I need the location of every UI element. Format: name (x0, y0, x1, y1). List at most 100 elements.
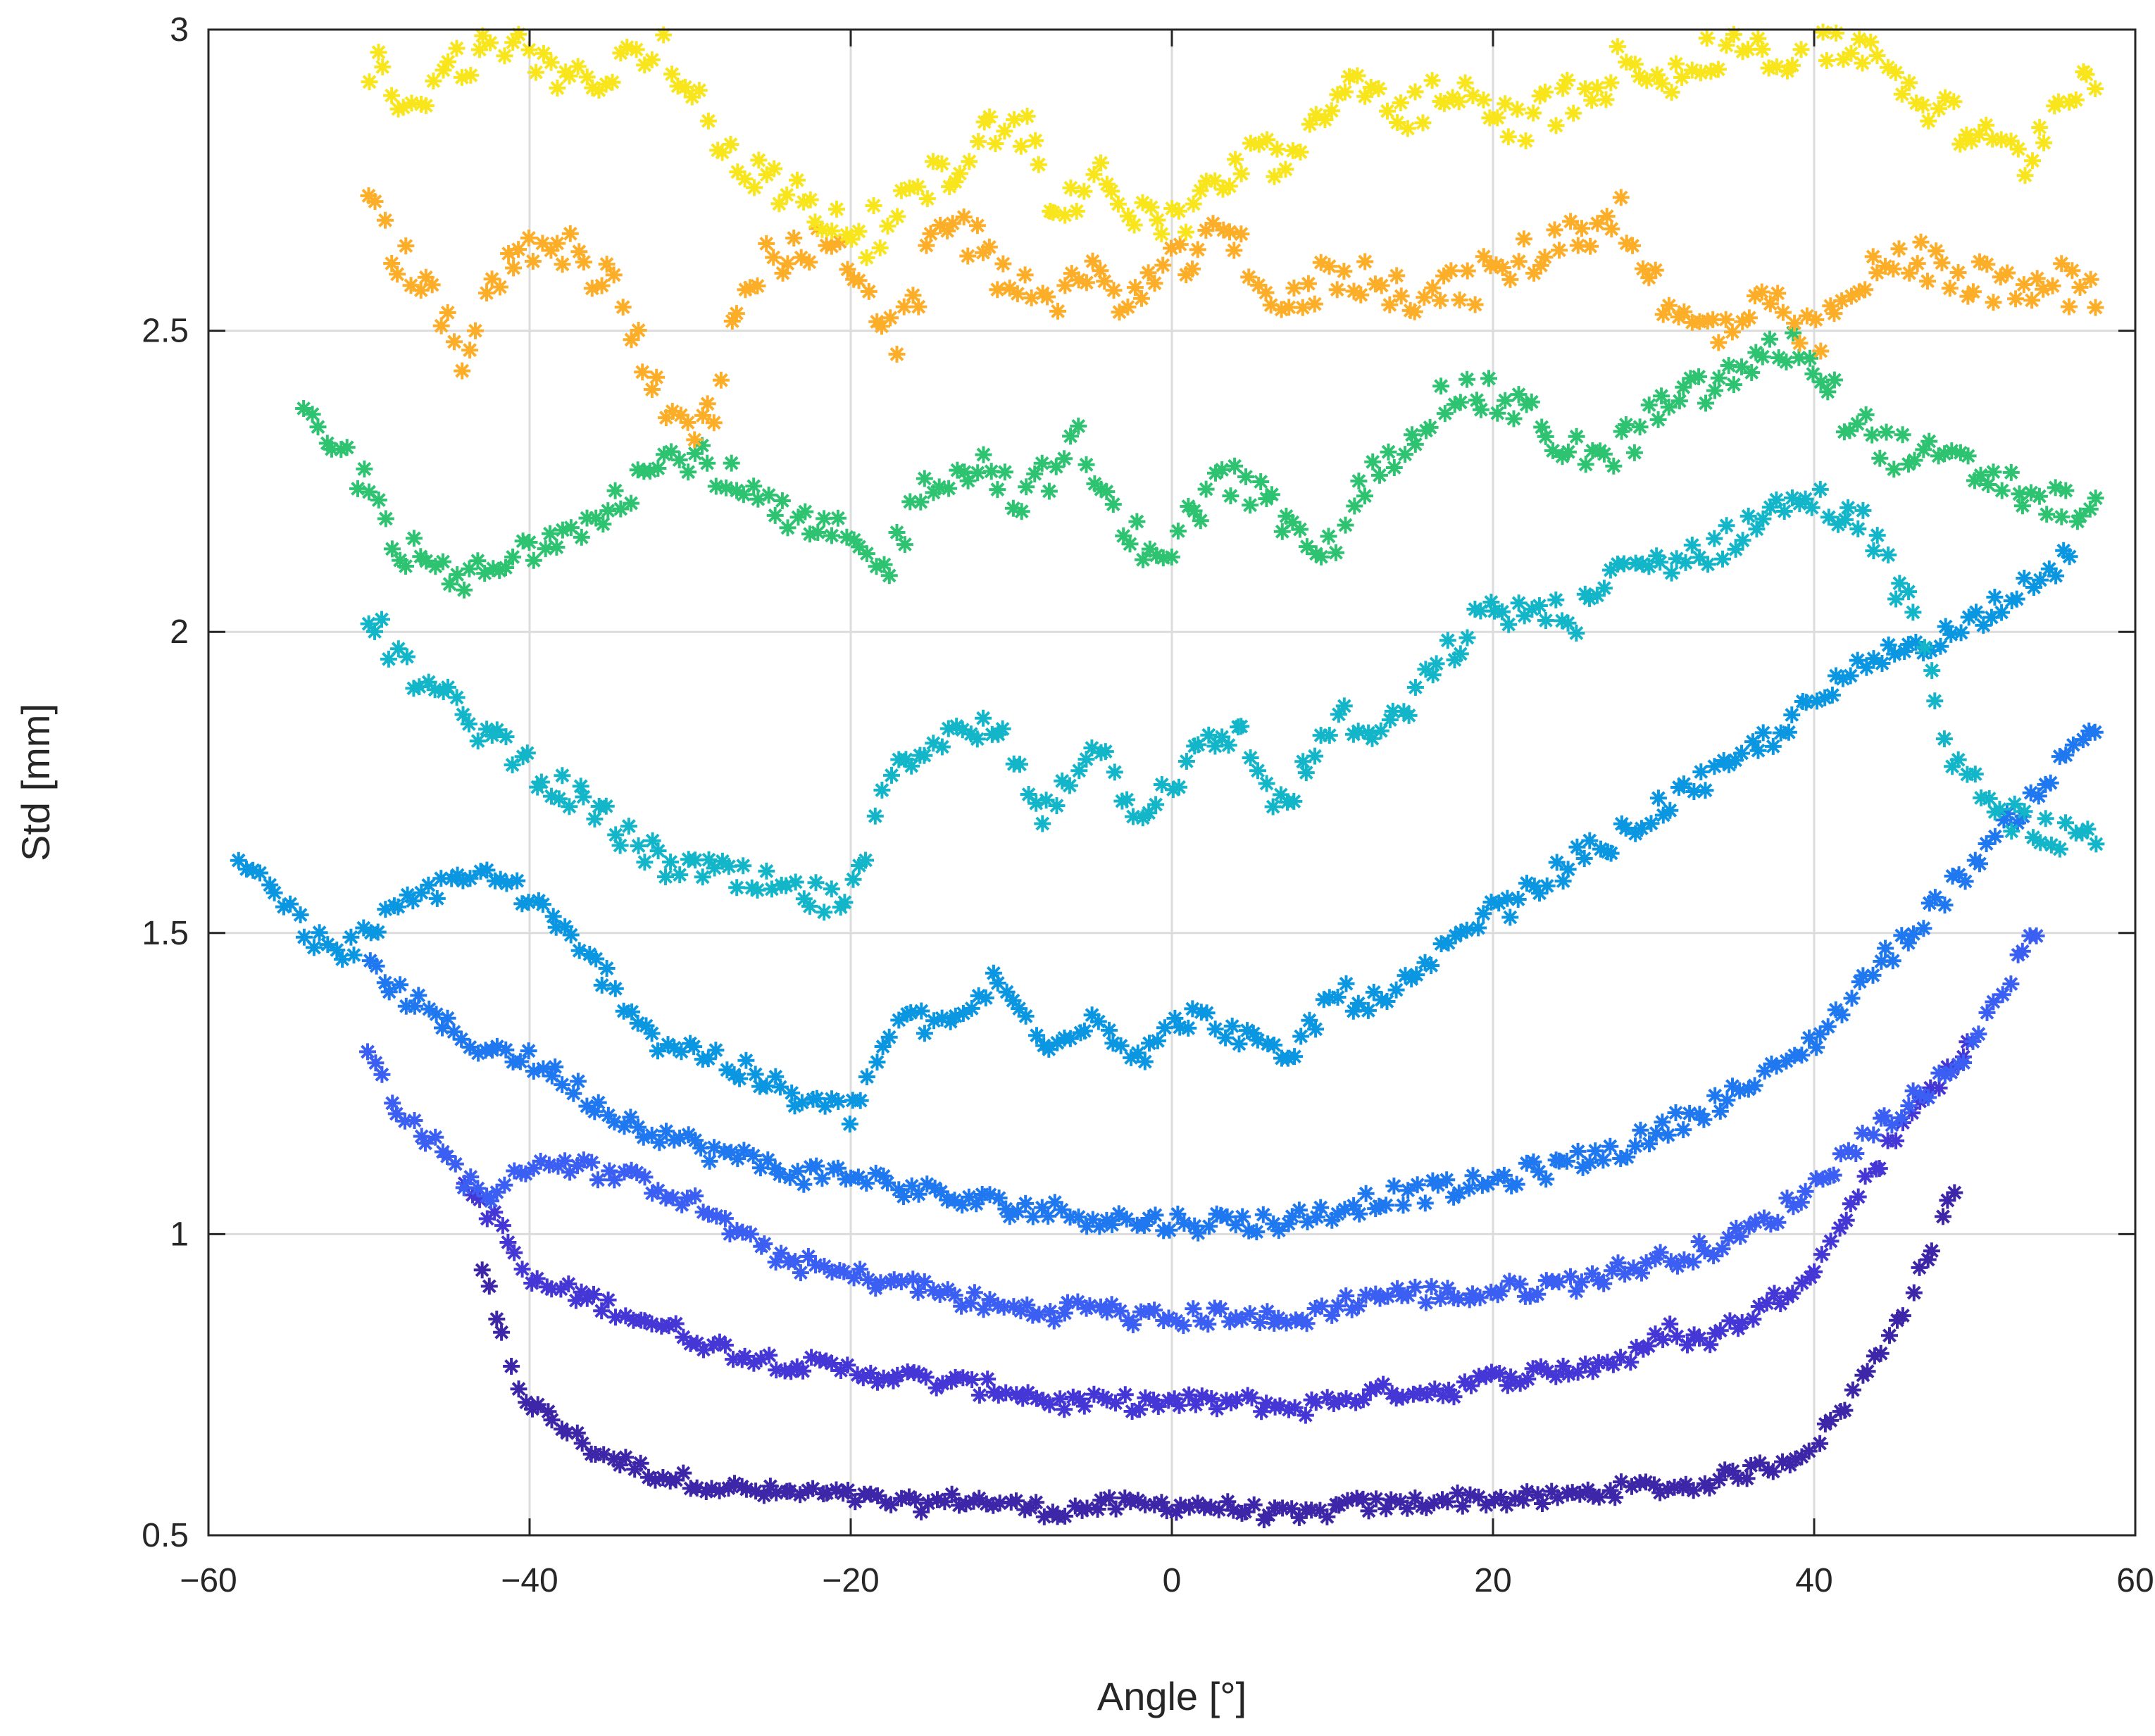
data-point (1825, 371, 1843, 389)
data-point (1525, 264, 1543, 282)
data-point (954, 1369, 972, 1387)
data-point (510, 25, 527, 43)
data-point (1356, 253, 1374, 270)
data-point (692, 1139, 710, 1157)
data-point (1218, 1208, 1236, 1225)
data-point (1747, 287, 1763, 305)
data-point (1201, 1218, 1218, 1235)
data-point (1406, 435, 1424, 453)
data-point (1695, 1111, 1713, 1128)
data-point (420, 1000, 438, 1018)
data-point (1035, 1508, 1053, 1525)
data-point (1894, 426, 1911, 444)
data-point (636, 56, 654, 74)
data-point (569, 58, 587, 75)
data-point (1491, 1365, 1508, 1382)
data-point (1155, 1312, 1173, 1329)
data-point (1547, 1368, 1565, 1385)
data-point (789, 508, 807, 526)
data-point (1135, 551, 1151, 568)
data-point (406, 1112, 423, 1129)
data-point (1836, 511, 1854, 528)
data-point (1075, 1397, 1093, 1415)
data-point (735, 857, 752, 875)
data-point (1581, 832, 1599, 849)
data-point (1919, 273, 1936, 290)
data-point (1136, 1053, 1154, 1070)
data-point (292, 906, 309, 923)
data-point (1980, 789, 1998, 807)
data-point (946, 1287, 963, 1304)
data-point (2053, 508, 2070, 525)
data-point (1991, 801, 2009, 818)
data-point (506, 1244, 523, 1261)
data-point (699, 1050, 717, 1068)
data-point (1960, 608, 1978, 626)
data-point (1356, 487, 1373, 505)
data-point (1070, 418, 1087, 435)
data-point (1066, 1497, 1084, 1515)
data-point (1985, 993, 2002, 1011)
data-point (779, 255, 797, 273)
data-point (646, 1471, 664, 1489)
data-point (1227, 1216, 1244, 1234)
data-point (932, 216, 949, 234)
data-point (504, 34, 522, 51)
data-point (1329, 86, 1347, 104)
data-point (1837, 1211, 1855, 1229)
data-point (879, 1174, 896, 1192)
data-point (1654, 1113, 1671, 1131)
data-point (1439, 1493, 1456, 1511)
data-point (2087, 299, 2104, 316)
data-point (2061, 94, 2078, 111)
data-point (1937, 89, 1954, 106)
data-point (1241, 1305, 1258, 1323)
data-point (528, 1270, 546, 1287)
data-point (767, 1068, 785, 1085)
data-point (1502, 1368, 1520, 1386)
data-point (1148, 547, 1166, 564)
data-point (1312, 254, 1330, 271)
data-point (1228, 1391, 1246, 1409)
data-point (737, 281, 754, 299)
data-point (1104, 1035, 1122, 1052)
data-point (1063, 265, 1080, 282)
data-point (1809, 692, 1825, 710)
x-tick-label: −40 (501, 1562, 558, 1599)
data-point (1035, 1392, 1052, 1409)
data-point (1754, 348, 1771, 366)
data-point (2023, 484, 2040, 501)
data-point (1916, 639, 1933, 656)
data-point (1949, 1056, 1967, 1073)
data-point (1811, 480, 1829, 498)
data-point (605, 1450, 623, 1468)
data-point (607, 1309, 624, 1326)
data-point (1354, 1490, 1372, 1508)
data-point (2025, 829, 2042, 847)
data-point (441, 575, 458, 593)
data-point (1774, 304, 1792, 321)
data-point (666, 1131, 683, 1149)
data-point (1297, 1406, 1314, 1424)
data-point (1351, 1205, 1368, 1223)
data-point (998, 983, 1016, 1001)
data-point (1378, 993, 1396, 1010)
data-point (968, 217, 986, 235)
data-point (1221, 223, 1238, 241)
data-point (910, 298, 927, 316)
data-point (578, 509, 596, 527)
data-point (723, 313, 741, 330)
data-point (1720, 1229, 1737, 1247)
data-point (1617, 416, 1635, 433)
data-point (1312, 727, 1330, 744)
data-point (1489, 404, 1506, 422)
data-point (1185, 502, 1203, 520)
data-point (1464, 87, 1482, 104)
data-point (893, 1490, 911, 1507)
data-point (1739, 507, 1757, 525)
data-point (1119, 207, 1137, 225)
data-point (969, 464, 987, 482)
data-point (1878, 423, 1895, 441)
data-point (1616, 1266, 1634, 1283)
data-point (2037, 810, 2054, 828)
